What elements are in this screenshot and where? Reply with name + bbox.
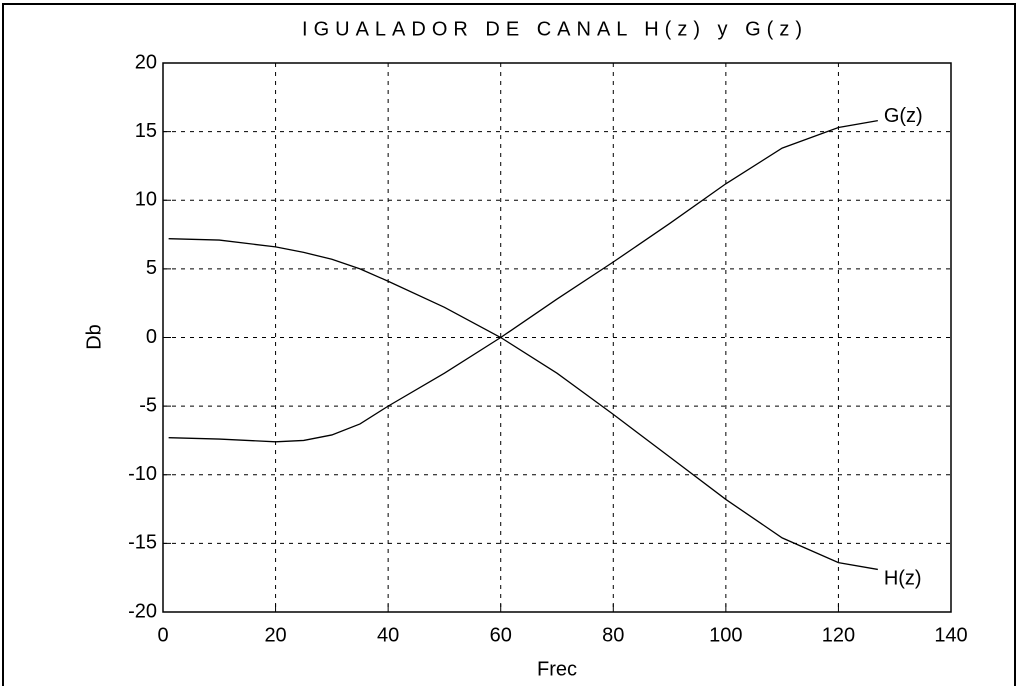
series-line bbox=[168, 238, 878, 571]
chart-title: IGUALADOR DE CANAL H(z) y G(z) bbox=[302, 18, 808, 40]
series-label: H(z) bbox=[884, 568, 922, 590]
x-tick-label: 40 bbox=[377, 624, 399, 646]
y-tick-label: -10 bbox=[128, 463, 157, 485]
y-tick-label: 20 bbox=[135, 51, 157, 73]
y-tick-label: 15 bbox=[135, 120, 157, 142]
plot-area bbox=[163, 63, 951, 612]
series-line bbox=[168, 120, 878, 443]
y-tick-label: -5 bbox=[139, 394, 157, 416]
x-tick-label: 140 bbox=[934, 624, 967, 646]
y-tick-label: 0 bbox=[146, 326, 157, 348]
y-tick-label: -20 bbox=[128, 600, 157, 622]
y-tick-label: 10 bbox=[135, 189, 157, 211]
x-tick-label: 20 bbox=[264, 624, 286, 646]
y-tick-label: -15 bbox=[128, 532, 157, 554]
plot-border bbox=[162, 62, 952, 613]
x-tick-label: 120 bbox=[822, 624, 855, 646]
series-label: G(z) bbox=[884, 105, 923, 127]
x-tick-label: 60 bbox=[490, 624, 512, 646]
x-tick-label: 0 bbox=[157, 624, 168, 646]
x-tick-label: 80 bbox=[602, 624, 624, 646]
y-tick-label: 5 bbox=[146, 257, 157, 279]
x-tick-label: 100 bbox=[709, 624, 742, 646]
y-axis-label: Db bbox=[83, 324, 105, 350]
frame bbox=[2, 3, 1016, 686]
x-axis-label: Frec bbox=[537, 658, 577, 680]
